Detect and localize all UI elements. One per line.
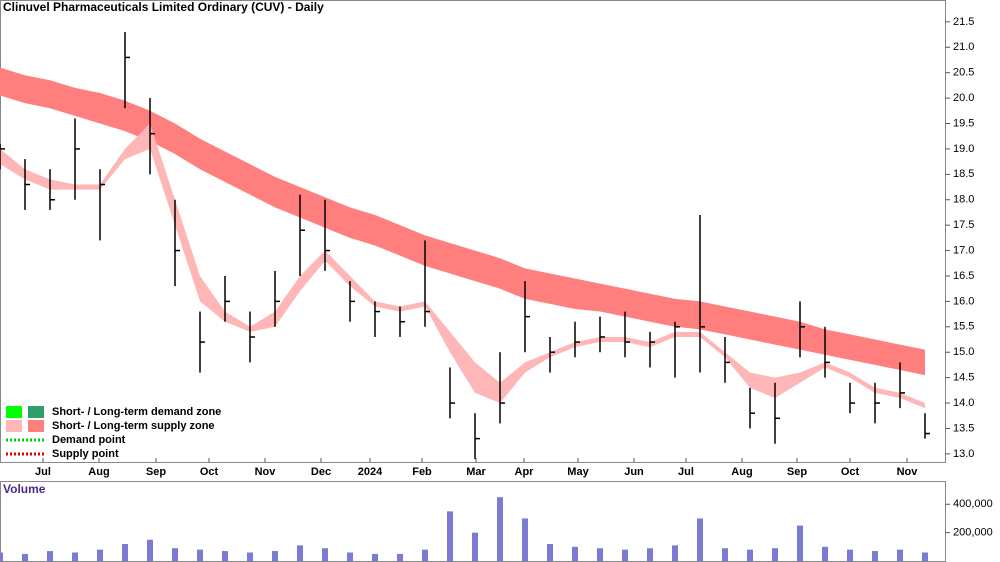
volume-bar bbox=[522, 518, 528, 561]
x-tick-label: Dec bbox=[311, 466, 331, 478]
y-tick-label: 16.0 bbox=[953, 295, 974, 307]
volume-bar bbox=[22, 553, 28, 561]
legend-swatch bbox=[28, 406, 44, 418]
legend-label: Short- / Long-term demand zone bbox=[52, 406, 221, 418]
volume-bar bbox=[322, 548, 328, 561]
volume-bar bbox=[797, 525, 803, 561]
volume-title: Volume bbox=[3, 482, 46, 496]
volume-bar bbox=[772, 548, 778, 561]
volume-bar bbox=[97, 549, 103, 561]
volume-bar bbox=[222, 551, 228, 561]
volume-bar bbox=[47, 551, 53, 561]
volume-bar bbox=[472, 532, 478, 561]
volume-bar bbox=[247, 552, 253, 561]
volume-bar bbox=[622, 549, 628, 561]
y-tick-label: 17.0 bbox=[953, 244, 974, 256]
y-tick-label: 14.5 bbox=[953, 372, 974, 384]
legend-swatch bbox=[6, 420, 22, 432]
volume-bar bbox=[397, 553, 403, 561]
y-tick-label: 19.0 bbox=[953, 143, 974, 155]
x-tick-label: Sep bbox=[787, 466, 807, 478]
x-tick-label: Nov bbox=[897, 466, 919, 478]
x-tick-label: Feb bbox=[412, 466, 432, 478]
x-tick-label: May bbox=[567, 466, 589, 478]
volume-bar bbox=[172, 548, 178, 561]
x-tick-label: Mar bbox=[466, 466, 486, 478]
volume-bar bbox=[147, 539, 153, 561]
y-tick-label: 21.0 bbox=[953, 41, 974, 53]
volume-bar bbox=[297, 545, 303, 561]
y-tick-label: 14.0 bbox=[953, 397, 974, 409]
y-tick-label: 20.5 bbox=[953, 67, 974, 79]
volume-bar bbox=[747, 549, 753, 561]
x-tick-label: Jun bbox=[624, 466, 644, 478]
volume-bar bbox=[422, 549, 428, 561]
volume-bar bbox=[847, 549, 853, 561]
y-tick-label: 18.5 bbox=[953, 168, 974, 180]
volume-bar bbox=[447, 511, 453, 561]
volume-bar bbox=[272, 551, 278, 561]
legend-swatch bbox=[6, 406, 22, 418]
volume-bar bbox=[572, 546, 578, 561]
volume-bar bbox=[697, 518, 703, 561]
x-tick-label: Sep bbox=[146, 466, 166, 478]
volume-bar bbox=[672, 545, 678, 561]
y-tick-label: 13.0 bbox=[953, 448, 974, 460]
legend-swatch bbox=[28, 420, 44, 432]
x-tick-label: Jul bbox=[35, 466, 51, 478]
volume-bar bbox=[722, 548, 728, 561]
volume-bar bbox=[597, 548, 603, 561]
y-tick-label: 19.5 bbox=[953, 117, 974, 129]
y-tick-label: 16.5 bbox=[953, 270, 974, 282]
x-tick-label: Apr bbox=[515, 466, 535, 478]
y-tick-label: 15.5 bbox=[953, 321, 974, 333]
legend-label: Short- / Long-term supply zone bbox=[52, 420, 215, 432]
volume-bar bbox=[547, 543, 553, 561]
x-tick-label: Jul bbox=[678, 466, 694, 478]
x-tick-label: Nov bbox=[255, 466, 277, 478]
y-tick-label: 17.5 bbox=[953, 219, 974, 231]
volume-bar bbox=[872, 551, 878, 561]
y-tick-label: 20.0 bbox=[953, 92, 974, 104]
volume-bar bbox=[0, 552, 3, 561]
legend-label: Demand point bbox=[52, 434, 126, 446]
price-panel bbox=[0, 0, 946, 463]
x-tick-label: Oct bbox=[841, 466, 860, 478]
zone-band bbox=[0, 123, 925, 409]
x-tick-label: Oct bbox=[200, 466, 219, 478]
volume-bar bbox=[922, 552, 928, 561]
y-tick-label: 21.5 bbox=[953, 16, 974, 28]
chart-title: Clinuvel Pharmaceuticals Limited Ordinar… bbox=[3, 0, 324, 14]
volume-bar bbox=[122, 543, 128, 561]
y-tick-label: 18.0 bbox=[953, 194, 974, 206]
volume-bar bbox=[72, 552, 78, 561]
zone-band bbox=[0, 67, 925, 376]
volume-bar bbox=[497, 497, 503, 561]
volume-bar bbox=[197, 549, 203, 561]
volume-bar bbox=[372, 553, 378, 561]
volume-bar bbox=[897, 549, 903, 561]
volume-bar bbox=[822, 546, 828, 561]
volume-tick-label: 400,000 bbox=[953, 498, 993, 510]
x-tick-label: 2024 bbox=[358, 466, 383, 478]
y-tick-label: 15.0 bbox=[953, 346, 974, 358]
x-tick-label: Aug bbox=[731, 466, 752, 478]
volume-bar bbox=[647, 548, 653, 561]
y-tick-label: 13.5 bbox=[953, 422, 974, 434]
volume-bar bbox=[347, 552, 353, 561]
legend-label: Supply point bbox=[52, 448, 119, 460]
x-tick-label: Aug bbox=[88, 466, 109, 478]
volume-tick-label: 200,000 bbox=[953, 527, 993, 539]
